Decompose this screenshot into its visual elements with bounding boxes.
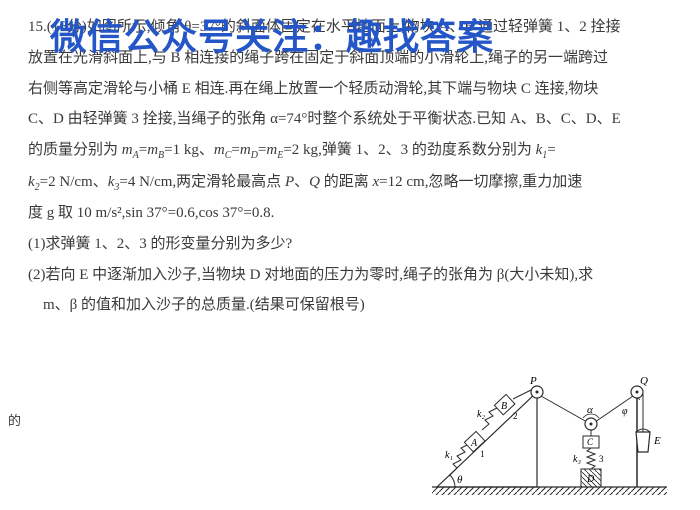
problem-line-3: 右侧等高定滑轮与小桶 E 相连.再在绳上放置一个轻质动滑轮,其下端与物块 C 连… bbox=[28, 74, 672, 105]
rope-bp bbox=[513, 389, 533, 399]
side-label: 的 bbox=[8, 410, 21, 429]
phi-label: φ bbox=[622, 406, 628, 417]
block-a-label: A bbox=[470, 438, 478, 449]
theta-arc bbox=[450, 475, 455, 487]
alpha-label: α bbox=[587, 404, 593, 416]
block-d-label: D bbox=[586, 474, 595, 485]
k2-label: k₂ bbox=[477, 409, 485, 420]
label-2: 2 bbox=[513, 411, 518, 421]
bucket-e bbox=[636, 432, 650, 452]
pulley-p-label: P bbox=[529, 375, 537, 387]
block-c-label: C bbox=[587, 437, 594, 447]
label-1: 1 bbox=[480, 449, 485, 459]
ground-hatch bbox=[432, 487, 667, 495]
problem-line-6: k2=2 N/cm、k3=4 N/cm,两定滑轮最高点 P、Q 的距离 x=12… bbox=[28, 167, 672, 199]
k1-label: k₁ bbox=[445, 450, 453, 461]
block-b-label: B bbox=[501, 401, 507, 412]
rope-left bbox=[541, 396, 587, 422]
label-3: 3 bbox=[599, 454, 604, 464]
watermark-text: 微信公众号关注：趣找答案 bbox=[50, 8, 494, 60]
question-1: (1)求弹簧 1、2、3 的形变量分别为多少? bbox=[28, 229, 672, 260]
problem-line-5: 的质量分别为 mA=mB=1 kg、mC=mD=mE=2 kg,弹簧 1、2、3… bbox=[28, 135, 672, 167]
question-2b: m、β 的值和加入沙子的总质量.(结果可保留根号) bbox=[28, 290, 672, 321]
physics-diagram: θ k₁ A 1 k₂ B 2 P Q α C k₃ 3 D φ bbox=[427, 372, 672, 502]
k3-label: k₃ bbox=[573, 454, 581, 465]
bucket-e-label: E bbox=[653, 435, 661, 447]
theta-label: θ bbox=[457, 474, 463, 486]
question-2a: (2)若向 E 中逐渐加入沙子,当物块 D 对地面的压力为零时,绳子的张角为 β… bbox=[28, 260, 672, 291]
problem-line-7: 度 g 取 10 m/s²,sin 37°=0.6,cos 37°=0.8. bbox=[28, 198, 672, 229]
spring-3 bbox=[587, 448, 595, 469]
pulley-q-label: Q bbox=[640, 375, 648, 387]
problem-line-4: C、D 由轻弹簧 3 拴接,当绳子的张角 α=74°时整个系统处于平衡状态.已知… bbox=[28, 104, 672, 135]
